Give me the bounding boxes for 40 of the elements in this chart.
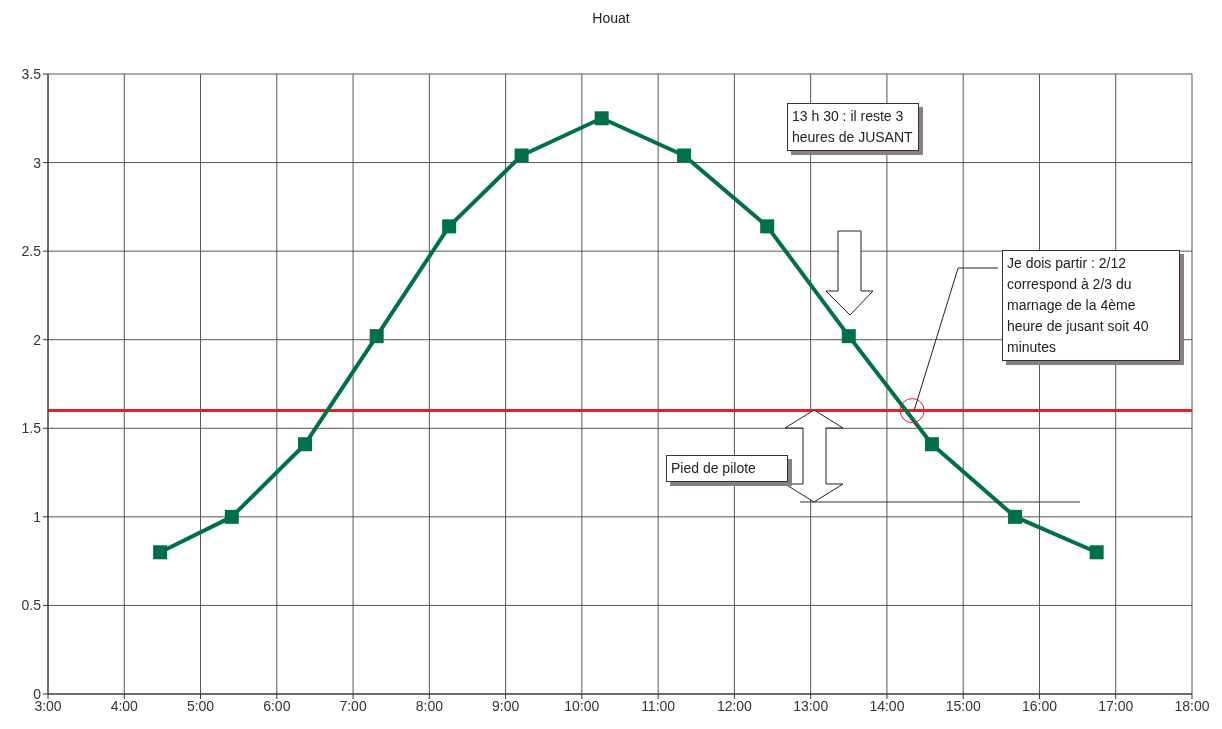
x-tick-label: 16:00 (1021, 697, 1058, 714)
x-tick-label: 10:00 (564, 697, 600, 714)
y-tick-label: 1 (33, 508, 42, 525)
point (442, 219, 457, 234)
x-tick-label: 5:00 (186, 697, 215, 714)
y-tick-label: 3.5 (21, 65, 42, 82)
x-tick-label: 17:00 (1098, 697, 1134, 714)
point (224, 509, 239, 524)
x-tick-label: 15:00 (945, 697, 981, 714)
point (1008, 509, 1023, 524)
chart-title: Houat (591, 10, 631, 26)
x-tick-label: 9:00 (491, 697, 520, 714)
x-tick-label: 14:00 (869, 697, 905, 714)
y-tick-label: 0 (33, 685, 42, 702)
point (1089, 545, 1104, 560)
x-tick-label: 13:00 (793, 697, 829, 714)
annotation: Je dois partir : 2/12 correspond à 2/3 du marnage de la 4ème heure de jusant soit 40 minutes (1002, 250, 1180, 361)
point (594, 111, 609, 126)
point (924, 437, 939, 452)
x-tick-label: 6:00 (263, 697, 291, 714)
point (841, 329, 856, 344)
point (677, 148, 692, 163)
point (153, 545, 168, 560)
point (760, 219, 775, 234)
y-tick-label: 2.5 (21, 243, 42, 260)
y-tick-label: 1.5 (21, 420, 42, 437)
point (298, 437, 313, 452)
x-tick-label: 18:00 (1174, 697, 1210, 714)
y-tick-label: 3 (33, 154, 42, 171)
x-tick-label: 7:00 (339, 697, 367, 714)
y-tick-label: 0.5 (21, 597, 42, 614)
annotation: Pied de pilote (666, 455, 788, 482)
x-tick-label: 11:00 (641, 697, 676, 714)
x-tick-label: 12:00 (716, 697, 753, 714)
point (369, 329, 384, 344)
x-tick-label: 4:00 (110, 697, 139, 714)
annotation: 13 h 30 : il reste 3 heures de JUSANT (787, 103, 919, 151)
y-tick-label: 2 (33, 331, 42, 348)
x-tick-label: 8:00 (415, 697, 444, 714)
point (514, 148, 529, 163)
